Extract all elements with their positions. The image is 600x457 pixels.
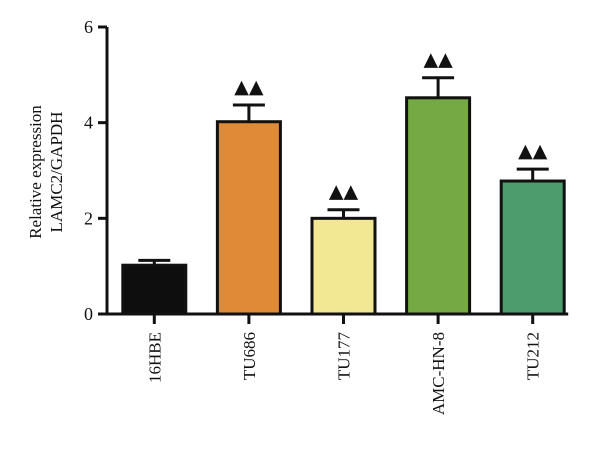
y-axis-title-line-1: Relative expression — [26, 105, 45, 239]
y-axis: 0 2 4 6 — [84, 17, 109, 324]
y-axis-title: Relative expression LAMC2/GAPDH — [26, 105, 66, 239]
significance-marker: ▲▲ — [234, 76, 264, 98]
significance-marker: ▲▲ — [329, 181, 359, 203]
bar-amc-hn-8 — [405, 96, 472, 316]
y-tick-label: 0 — [84, 304, 93, 324]
y-tick-label: 2 — [84, 208, 93, 228]
x-tick-label: TU212 — [524, 332, 543, 380]
significance-marker: ▲▲ — [518, 140, 548, 162]
bars: ▲▲ ▲▲ ▲▲ ▲▲ — [121, 49, 566, 316]
bar-16hbe — [121, 263, 188, 316]
x-tick-label: AMC-HN-8 — [429, 332, 448, 415]
bar-tu177 — [310, 216, 377, 316]
x-tick-label: TU177 — [335, 332, 354, 381]
y-tick-label: 6 — [84, 17, 93, 37]
y-tick-label: 4 — [84, 113, 93, 133]
bar-tu686 — [215, 120, 282, 316]
y-axis-title-line-2: LAMC2/GAPDH — [47, 112, 66, 233]
x-tick-label: TU686 — [240, 332, 259, 380]
bar-tu212 — [499, 179, 566, 316]
significance-marker: ▲▲ — [423, 49, 453, 71]
x-axis: 16HBE TU686 TU177 AMC-HN-8 TU212 — [105, 312, 569, 415]
x-tick-label: 16HBE — [145, 332, 164, 383]
